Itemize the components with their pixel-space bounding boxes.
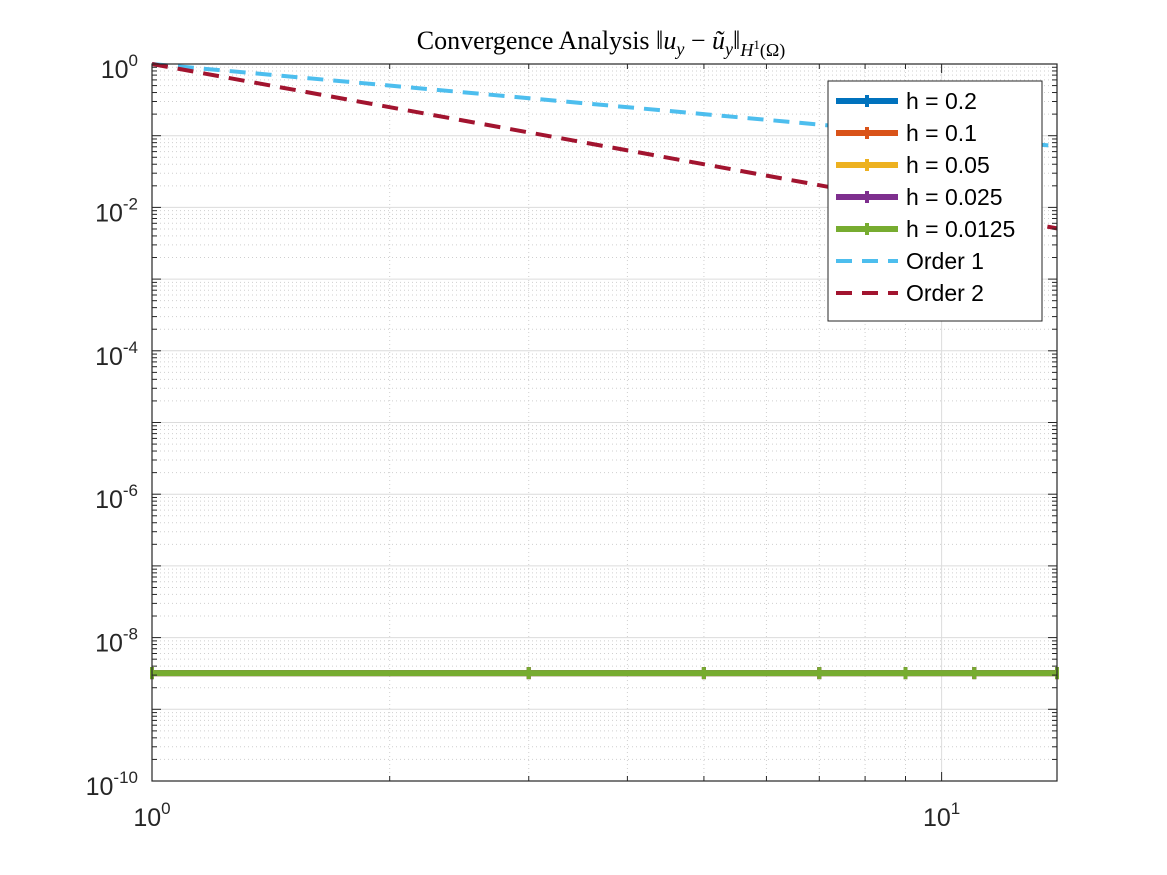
y-tick-label: 100 <box>101 51 138 84</box>
legend-label: Order 2 <box>906 280 984 306</box>
legend-label: h = 0.2 <box>906 88 977 114</box>
legend-entry: h = 0.025 <box>836 184 1003 210</box>
tick-marks <box>151 63 1057 782</box>
y-tick-label: 10-10 <box>86 768 138 801</box>
legend: h = 0.2 h = 0.1 h = 0.05 h = 0.025 h = 0.012… <box>827 80 1043 322</box>
legend-box <box>827 80 1043 322</box>
x-tick-label: 100 <box>133 799 170 832</box>
y-tick-label: 10-4 <box>95 338 138 371</box>
legend-entry: h = 0.0125 <box>836 216 1015 242</box>
legend-label: h = 0.025 <box>906 184 1003 210</box>
y-tick-label: 10-8 <box>95 625 138 658</box>
tick-labels: 100 101 100 10-2 10-4 10-6 10-8 10-10 <box>86 51 961 832</box>
legend-label: h = 0.0125 <box>906 216 1015 242</box>
y-tick-label: 10-6 <box>95 481 138 514</box>
y-tick-label: 10-2 <box>95 194 138 227</box>
legend-label: Order 1 <box>906 248 984 274</box>
chart-title: Convergence Analysis ‖uy − ũy‖H1(Ω) <box>417 26 785 61</box>
legend-label: h = 0.05 <box>906 152 990 178</box>
legend-entry: Order 2 <box>836 280 984 306</box>
x-tick-label: 101 <box>923 799 960 832</box>
legend-entry: h = 0.2 <box>836 88 977 114</box>
legend-label: h = 0.1 <box>906 120 977 146</box>
legend-entry: h = 0.05 <box>836 152 990 178</box>
legend-entry: Order 1 <box>836 248 984 274</box>
legend-entry: h = 0.1 <box>836 120 977 146</box>
